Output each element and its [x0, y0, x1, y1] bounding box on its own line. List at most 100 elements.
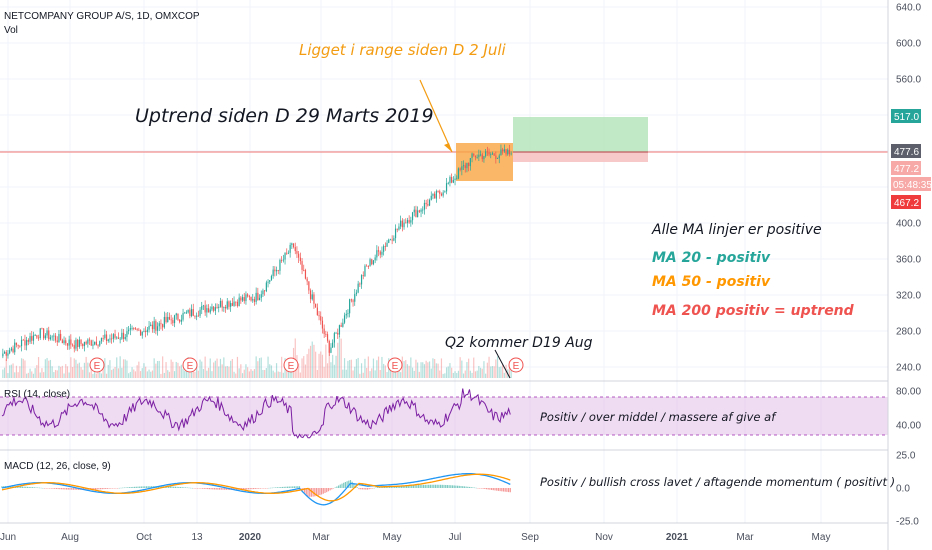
candle-body	[258, 297, 261, 301]
price-label-stop: 467.2	[891, 195, 921, 209]
macd-hist-bar	[134, 486, 136, 488]
volume-bar	[51, 366, 53, 378]
macd-hist-bar	[480, 488, 482, 489]
candle-body	[97, 345, 99, 347]
candle-body	[151, 324, 154, 330]
candle-body	[133, 328, 135, 329]
volume-bar	[366, 367, 368, 378]
candle-body	[508, 149, 511, 155]
volume-bar	[148, 369, 150, 378]
candle-body	[418, 210, 420, 212]
candle-body	[253, 299, 256, 302]
candle-body	[126, 331, 128, 338]
volume-bar	[73, 358, 75, 378]
macd-hist-bar	[224, 488, 226, 490]
candle-body	[376, 250, 378, 258]
volume-bar	[162, 356, 164, 378]
candle-body	[121, 332, 123, 339]
volume-bar	[303, 356, 305, 378]
volume-bar	[479, 367, 482, 378]
macd-hist-bar	[108, 488, 110, 489]
candle-body	[49, 337, 52, 340]
macd-hist-bar	[426, 484, 428, 488]
candle-body	[415, 209, 417, 218]
candle-body	[286, 252, 288, 254]
volume-bar	[466, 362, 468, 378]
volume-bar	[70, 357, 72, 378]
macd-hist-bar	[508, 488, 510, 493]
macd-hist-bar	[54, 488, 56, 489]
volume-bar	[29, 368, 31, 378]
volume-bar	[371, 368, 373, 378]
candle-body	[129, 328, 131, 330]
candle-body	[240, 297, 242, 301]
candle-body	[466, 162, 468, 169]
candle-body	[12, 348, 14, 353]
time-tick-label: Jun	[0, 532, 16, 543]
macd-hist-bar	[492, 488, 494, 491]
candle-body	[162, 324, 164, 328]
macd-hist-bar	[436, 484, 438, 488]
macd-hist-bar	[50, 488, 52, 489]
macd-hist-bar	[321, 488, 323, 495]
volume-bar	[10, 364, 12, 378]
macd-hist-bar	[278, 487, 280, 488]
volume-bar	[14, 372, 16, 378]
volume-bar	[510, 368, 512, 378]
macd-hist-bar	[18, 486, 20, 488]
macd-hist-bar	[40, 487, 42, 489]
volume-bar	[5, 359, 7, 378]
macd-hist-bar	[346, 481, 348, 488]
candle-body	[439, 191, 441, 194]
macd-hist-bar	[35, 487, 37, 488]
candle-body	[37, 337, 40, 339]
macd-hist-bar	[198, 488, 200, 489]
candle-body	[350, 299, 352, 301]
volume-bar	[168, 371, 171, 378]
volume-bar	[332, 354, 334, 378]
volume-bar	[151, 370, 154, 378]
volume-bar	[216, 358, 218, 378]
volume-bar	[136, 365, 138, 378]
price-label-countdown-bg	[891, 177, 931, 191]
volume-bar	[338, 336, 341, 378]
macd-hist-bar	[59, 488, 61, 490]
volume-bar	[486, 362, 488, 378]
macd-hist-bar	[183, 487, 185, 488]
candle-body	[226, 301, 228, 309]
macd-hist-bar	[465, 486, 467, 488]
volume-bar	[275, 363, 278, 378]
volume-bar	[253, 369, 256, 378]
macd-hist-bar	[210, 488, 212, 490]
macd-hist-bar	[120, 487, 122, 489]
macd-hist-bar	[94, 488, 97, 490]
volume-bar	[219, 358, 222, 378]
candle-body	[63, 340, 65, 344]
macd-hist-bar	[276, 487, 278, 488]
macd-hist-bar	[463, 486, 465, 488]
volume-bar	[439, 370, 441, 378]
macd-hist-bar	[273, 487, 275, 489]
range-arrow	[419, 79, 453, 153]
macd-hist-bar	[494, 488, 496, 491]
candle-body	[410, 220, 412, 223]
volume-bar	[502, 364, 504, 378]
candle-body	[5, 351, 7, 356]
volume-bar	[306, 354, 308, 378]
time-axis[interactable]: Jun Aug Oct 13 2020 Mar May Jul Sep Nov 2021 Mar May	[0, 532, 830, 543]
volume-bar	[355, 359, 358, 378]
macd-hist-bar	[399, 485, 401, 488]
macd-hist-bar	[264, 488, 267, 489]
macd-hist-bar	[360, 488, 362, 490]
candle-body	[316, 307, 318, 316]
volume-bar	[61, 365, 63, 378]
volume-bar	[364, 358, 366, 378]
macd-hist-bar	[332, 488, 335, 489]
candle-body	[282, 259, 284, 261]
volume-bar	[468, 358, 470, 378]
candle-body	[85, 341, 87, 344]
candle-body	[411, 212, 414, 221]
candle-body	[349, 299, 351, 314]
